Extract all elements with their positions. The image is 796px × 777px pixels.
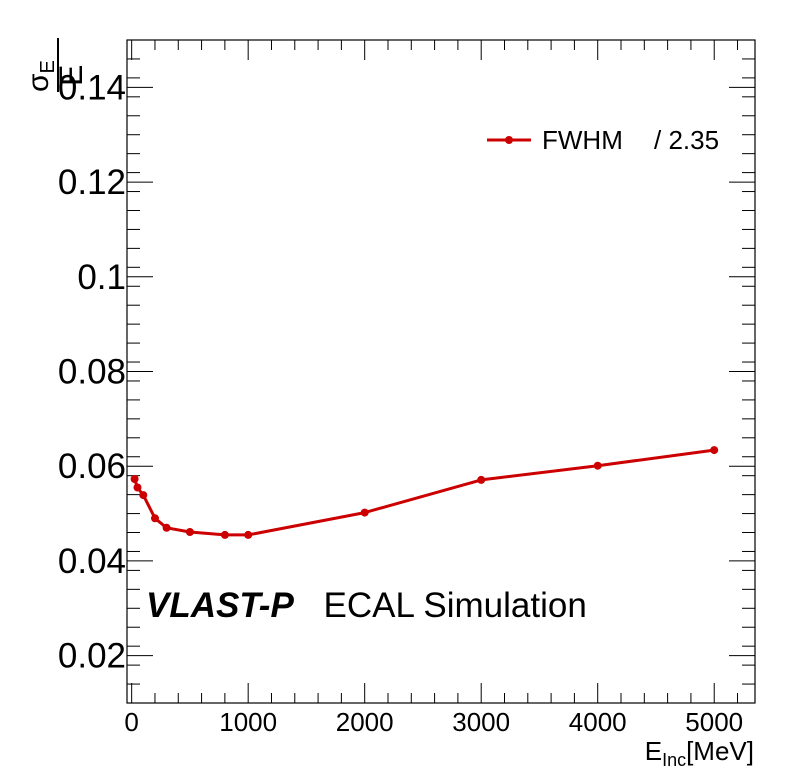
data-point [139, 491, 148, 500]
data-point [710, 446, 719, 455]
annotation-text: VLAST-P ECAL Simulation [146, 586, 587, 625]
x-tick-label: 4000 [569, 707, 627, 737]
data-point [360, 508, 369, 517]
x-tick-label: 0 [124, 707, 138, 737]
minor-ticks [127, 39, 755, 704]
y-label-numerator-sub: E [37, 60, 59, 73]
y-tick-label: 0.02 [58, 637, 126, 676]
data-point [151, 514, 159, 523]
x-tick-label: 3000 [452, 707, 510, 737]
data-point [244, 530, 253, 539]
data-point [220, 530, 229, 539]
y-tick-labels: 0.02 0.04 0.06 0.08 0.1 0.12 0.14 [58, 68, 126, 675]
legend-label-suffix: / 2.35 [654, 125, 719, 155]
y-tick-label: 0.14 [58, 68, 126, 107]
legend-marker [505, 136, 513, 144]
legend-label: FWHM [542, 125, 623, 155]
x-tick-label: 2000 [336, 707, 394, 737]
x-tick-label: 1000 [219, 707, 277, 737]
y-tick-label: 0.08 [58, 353, 126, 392]
series-line [133, 448, 715, 537]
annotation-normal: ECAL Simulation [324, 586, 587, 625]
x-label-sub: Inc [662, 750, 686, 770]
x-tick-labels: 0 1000 2000 3000 4000 5000 [124, 707, 743, 737]
y-tick-label: 0.12 [58, 163, 126, 202]
legend: FWHM / 2.35 [487, 125, 719, 155]
y-tick-label: 0.06 [58, 447, 126, 486]
major-ticks [127, 40, 755, 703]
data-point [162, 523, 171, 532]
data-point [477, 475, 486, 484]
data-point [130, 475, 139, 483]
x-axis-label: EInc[MeV] [645, 736, 754, 770]
x-tick-label: 5000 [685, 707, 743, 737]
annotation-bold: VLAST-P [146, 586, 294, 625]
data-point [185, 528, 194, 536]
series-layer [130, 446, 719, 539]
y-label-numerator: σE [22, 60, 59, 92]
y-tick-label: 0.04 [58, 542, 126, 581]
data-point [133, 483, 142, 492]
data-point [593, 461, 602, 470]
y-axis-label: σE E [22, 38, 89, 92]
y-tick-label: 0.1 [77, 258, 126, 297]
y-label-denominator: E [53, 65, 89, 86]
